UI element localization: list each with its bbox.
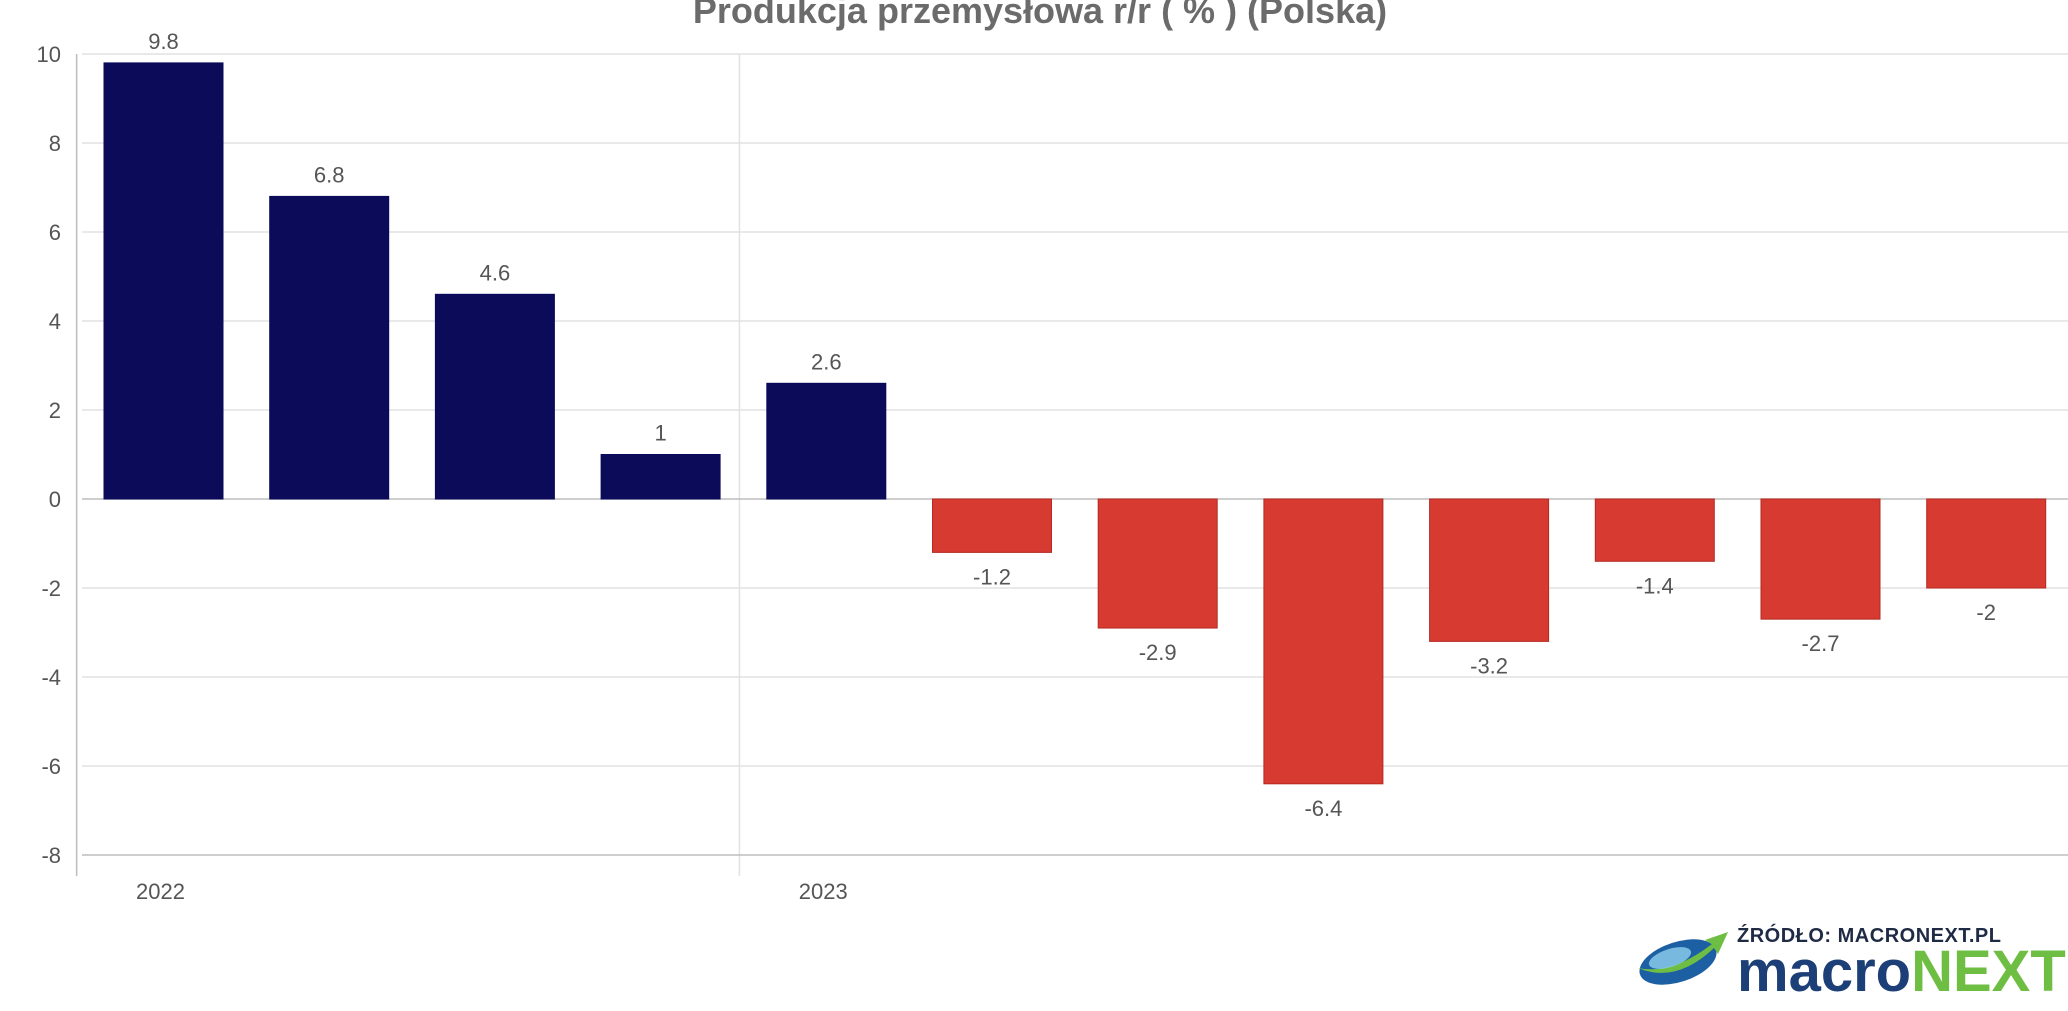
- data-label-2023-07: -2.7: [1802, 631, 1840, 656]
- x-tick-label: 2022: [136, 879, 185, 904]
- data-label-2023-02: -1.2: [973, 564, 1011, 589]
- data-label-2023-06: -1.4: [1636, 573, 1674, 598]
- grid-lines: [82, 53, 2068, 767]
- data-label-2023-04: -6.4: [1304, 796, 1342, 821]
- axes: 10 8 6 4 2 0 -2 -4 -6 -8 2022 2023: [37, 42, 2068, 904]
- bar-2023-06[interactable]: [1594, 498, 1715, 562]
- bar-2023-02[interactable]: [932, 498, 1052, 553]
- y-tick-label: 0: [49, 487, 61, 512]
- chart-title: Produkcja przemysłowa r/r ( % ) (Polska): [693, 0, 1387, 31]
- bars: [103, 62, 2047, 785]
- macronext-swoosh-icon: [1638, 932, 1728, 985]
- bar-2023-01[interactable]: [766, 382, 887, 500]
- bar-2023-08[interactable]: [1926, 498, 2047, 589]
- data-label-2023-08: -2: [1976, 600, 1996, 625]
- data-label-2022-10: 6.8: [314, 162, 345, 187]
- y-tick-label: -4: [41, 665, 61, 690]
- bar-2023-07[interactable]: [1760, 498, 1881, 620]
- bar-2023-03[interactable]: [1097, 498, 1218, 629]
- data-label-2023-01: 2.6: [811, 349, 842, 374]
- data-label-2023-03: -2.9: [1139, 640, 1177, 665]
- source-logo: ŹRÓDŁO: MACRONEXT.PL macroNEXT: [1638, 923, 2066, 1004]
- x-tick-label: 2023: [799, 879, 848, 904]
- bar-2022-10[interactable]: [269, 195, 390, 500]
- y-tick-label: -6: [41, 754, 61, 779]
- y-tick-label: -8: [41, 843, 61, 868]
- y-tick-label: 8: [49, 131, 61, 156]
- bar-2023-04[interactable]: [1263, 498, 1384, 785]
- bar-2022-12[interactable]: [600, 454, 721, 500]
- bar-2022-11[interactable]: [434, 293, 555, 500]
- y-tick-label: 4: [49, 309, 61, 334]
- data-label-2022-12: 1: [654, 421, 666, 446]
- data-label-2023-05: -3.2: [1470, 653, 1508, 678]
- y-tick-label: 6: [49, 220, 61, 245]
- source-label: ŹRÓDŁO: MACRONEXT.PL: [1737, 923, 2001, 947]
- data-label-2022-11: 4.6: [480, 260, 511, 285]
- bar-2023-05[interactable]: [1429, 498, 1550, 642]
- macronext-wordmark: macroNEXT: [1737, 939, 2066, 1004]
- y-tick-label: -2: [41, 576, 61, 601]
- data-labels: 9.8 6.8 4.6 1 2.6 -1.2 -2.9 -6.4 -3.2 -1.4 -2.7 -2: [148, 29, 1996, 821]
- y-tick-label: 2: [49, 398, 61, 423]
- data-label-2022-09: 9.8: [148, 29, 179, 54]
- bar-2022-09[interactable]: [103, 62, 224, 500]
- y-tick-label: 10: [37, 42, 61, 67]
